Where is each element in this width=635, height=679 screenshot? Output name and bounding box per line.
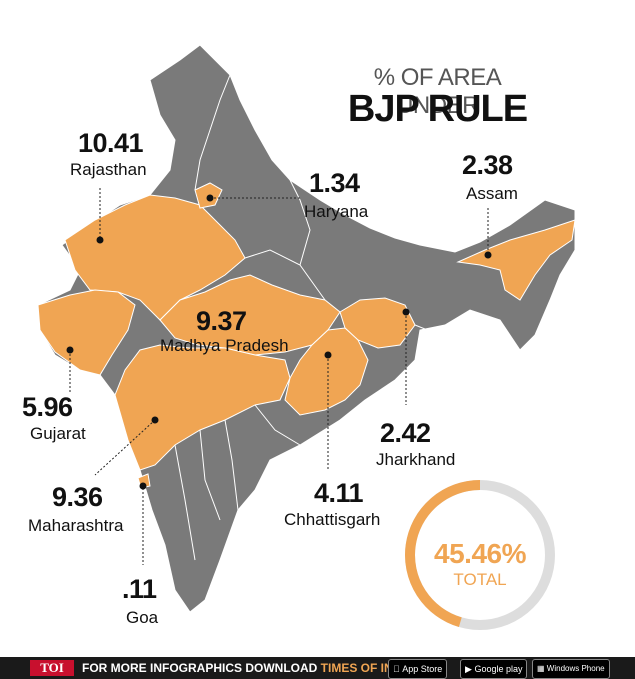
state-gujarat (37, 289, 136, 376)
chhattisgarh-name: Chhattisgarh (284, 510, 381, 529)
windows-phone-button[interactable]: ▦ Windows Phone (532, 659, 610, 679)
total-value: 45.46% (434, 538, 526, 569)
haryana-name: Haryana (304, 202, 369, 221)
pointer-dots (66, 194, 492, 490)
title-line-1: % OF AREA UNDER (373, 64, 502, 119)
goa-name: Goa (126, 608, 159, 627)
state-maharashtra (114, 344, 291, 471)
title-line-2: BJP RULE (347, 88, 528, 130)
madhya-pradesh-name: Madhya Pradesh (160, 336, 289, 355)
state-chhattisgarh (284, 327, 369, 416)
madhya-pradesh-value: 9.37 (196, 306, 247, 336)
goa-value: .11 (122, 574, 157, 604)
jharkhand-value: 2.42 (380, 418, 431, 448)
total-label: TOTAL (453, 570, 507, 589)
google-play-label: Google play (474, 664, 523, 674)
total-ring-arc (405, 480, 481, 627)
footer-text-primary: FOR MORE INFOGRAPHICS DOWNLOAD (82, 661, 321, 675)
windows-icon: ▦ (537, 664, 545, 673)
gujarat-value: 5.96 (22, 392, 73, 422)
gujarat-name: Gujarat (30, 424, 86, 443)
toi-logo: TOI (30, 660, 74, 676)
windows-phone-label: Windows Phone (546, 664, 605, 673)
play-icon: ▶ (465, 664, 472, 674)
leader-lines (69, 188, 489, 565)
google-play-button[interactable]: ▶ Google play (460, 659, 528, 679)
apple-icon:  (393, 664, 400, 674)
app-store-label: App Store (393, 664, 442, 674)
state-borders (174, 74, 446, 561)
maharashtra-name: Maharashtra (28, 516, 124, 535)
chhattisgarh-value: 4.11 (314, 478, 364, 508)
assam-name: Assam (466, 184, 518, 203)
footer-text: FOR MORE INFOGRAPHICS DOWNLOAD TIMES OF … (82, 661, 440, 675)
state-assam (456, 219, 576, 301)
jharkhand-name: Jharkhand (376, 450, 456, 469)
rajasthan-name: Rajasthan (70, 160, 147, 179)
rajasthan-value: 10.41 (78, 128, 144, 158)
haryana-value: 1.34 (309, 168, 360, 198)
app-store-button[interactable]:  App Store (388, 659, 448, 679)
maharashtra-value: 9.36 (52, 482, 103, 512)
assam-value: 2.38 (462, 150, 513, 180)
